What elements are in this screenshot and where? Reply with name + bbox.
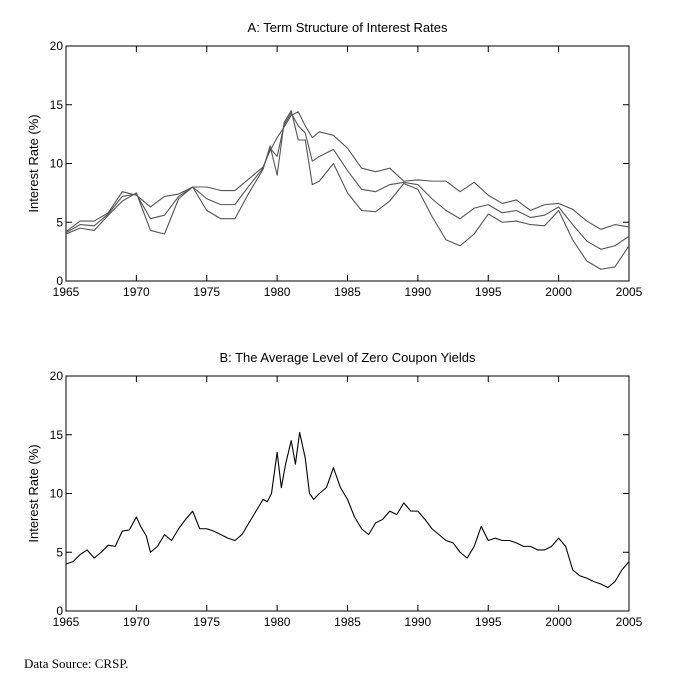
x-tick-label: 1985 [334,615,361,629]
chart-panel-a: 1965 1970 1975 1980 1985 1990 1995 2000 2005 0 5 10… [26,20,643,299]
y-tick-label: 5 [56,215,63,229]
y-axis-label: Interest Rate (%) [26,114,41,212]
y-tick-label: 10 [50,487,64,501]
chart-title: B: The Average Level of Zero Coupon Yiel… [219,350,476,365]
x-tick-label: 1995 [475,285,502,299]
series-line-1 [65,431,630,589]
data-source-note: Data Source: CRSP. [24,656,129,671]
chart-panel-b: 1965 1970 1975 1980 1985 1990 1995 2000 2005 0 5 10… [26,350,643,629]
series-line-3 [65,111,630,233]
y-tick-label: 15 [50,98,64,112]
x-tick-label: 1990 [405,615,432,629]
y-tick-label: 0 [56,604,63,618]
y-tick-label: 5 [56,545,63,559]
y-tick-label: 20 [50,39,64,53]
x-tick-label: 2000 [545,615,572,629]
x-tick-label: 2005 [616,285,643,299]
x-tick-label: 1975 [193,615,220,629]
x-tick-label: 1995 [475,615,502,629]
plot-frame [65,375,630,612]
series-line-2 [65,112,630,250]
series-line-1 [65,110,630,270]
x-tick-label: 2000 [545,285,572,299]
x-tick-label: 1965 [53,285,80,299]
x-tick-label: 1975 [193,285,220,299]
x-tick-label: 1970 [123,615,150,629]
x-tick-label: 1980 [264,285,291,299]
y-tick-label: 15 [50,428,64,442]
x-tick-label: 1980 [264,615,291,629]
x-tick-label: 1965 [53,615,80,629]
chart-title: A: Term Structure of Interest Rates [248,20,448,35]
y-tick-label: 0 [56,274,63,288]
plot-frame [65,45,630,282]
y-tick-label: 20 [50,369,64,383]
x-tick-label: 1990 [405,285,432,299]
x-tick-label: 2005 [616,615,643,629]
x-tick-label: 1970 [123,285,150,299]
y-axis-label: Interest Rate (%) [26,444,41,542]
y-tick-label: 10 [50,157,64,171]
x-tick-label: 1985 [334,285,361,299]
